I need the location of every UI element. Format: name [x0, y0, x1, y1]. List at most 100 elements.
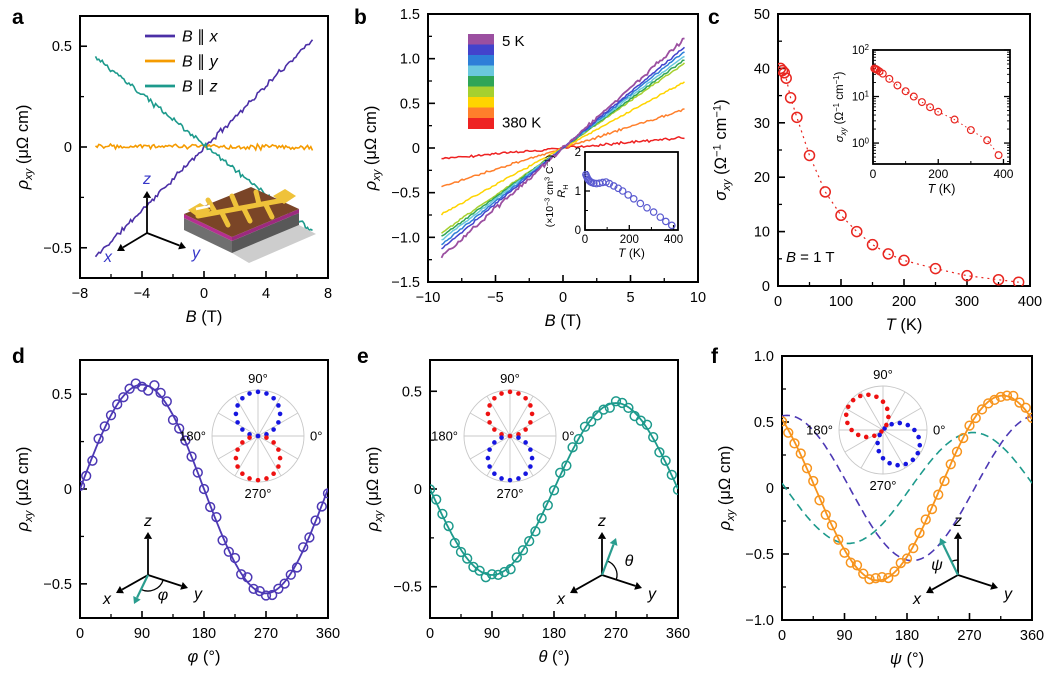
inset-x-tick: 400 — [993, 167, 1013, 181]
panel-b-axes: −10 −5 0 5 10−1.5−1.0−0.500.51.01.5B (T)ρxy … — [362, 7, 706, 330]
polar-dot — [507, 389, 513, 395]
polar-dot — [863, 434, 869, 440]
polar-dot — [887, 460, 892, 466]
polar-dot — [255, 389, 261, 395]
x-tick-label: −10 — [416, 290, 441, 306]
legend-label: B ∥ z — [182, 79, 218, 96]
axis-arrow-y — [146, 232, 186, 250]
polar-dot — [240, 396, 245, 401]
inset-data-points — [870, 64, 1003, 160]
polar-label-90: 90° — [248, 371, 268, 386]
coordinate-axes-inset: z x yθ — [556, 513, 657, 608]
angle-label: θ — [625, 553, 634, 570]
x-axis-title: θ (°) — [538, 648, 569, 666]
inset-y-tick: 2 — [575, 147, 581, 159]
axis-label-y: y — [647, 586, 657, 603]
data-theta-circles — [430, 396, 678, 583]
polar-dot — [872, 433, 877, 439]
axis-arrow-x — [570, 574, 603, 594]
coordinate-axes-inset: z x y — [103, 171, 201, 266]
polar-dot — [523, 427, 528, 432]
polar-dot — [866, 392, 871, 398]
polar-dot — [523, 396, 528, 401]
polar-dot — [277, 455, 283, 461]
panel-f-series — [782, 390, 1032, 585]
y-tick-label: 0 — [762, 279, 770, 295]
fit-sin-theta — [430, 402, 678, 576]
x-tick-label: 360 — [666, 626, 690, 642]
x-tick-label: 0 — [426, 626, 434, 642]
gold-pad — [273, 189, 296, 204]
x-axis-title: B (T) — [186, 308, 223, 326]
y-tick-label: 0 — [412, 141, 420, 157]
colorbar-segment — [468, 107, 494, 119]
polar-label-270: 270° — [497, 486, 524, 501]
x-tick-label: 0 — [76, 626, 84, 642]
polar-dot — [235, 464, 240, 469]
inset-x-tick: 200 — [928, 167, 948, 181]
polar-dot — [264, 476, 269, 481]
device-face — [184, 187, 299, 237]
colorbar-top-label: 5 K — [502, 33, 525, 50]
inset-x-title: T (K) — [928, 182, 956, 196]
colorbar-segment — [468, 34, 494, 45]
colorbar-segment — [468, 76, 494, 87]
x-tick-label: 8 — [324, 286, 332, 302]
polar-dot — [247, 476, 252, 481]
polar-dot — [880, 399, 886, 405]
y-tick-label: 30 — [754, 116, 770, 132]
polar-dot — [876, 448, 882, 454]
x-tick-label: −8 — [72, 286, 89, 302]
polar-dot — [240, 471, 245, 476]
panel-label-d: d — [12, 345, 25, 368]
axis-label-y: y — [193, 586, 203, 603]
colorbar-segment — [468, 118, 494, 129]
y-tick-label: −0.5 — [391, 186, 420, 202]
polar-dot — [528, 420, 533, 425]
inset-data-points — [582, 170, 676, 230]
panel-label-c: c — [708, 6, 720, 29]
polar-label-180: 180° — [179, 429, 206, 444]
device-face — [232, 213, 299, 253]
polar-inset: 90° 0° 180° 270° — [179, 371, 322, 501]
gold-electrode — [229, 193, 240, 211]
polar-dot — [516, 432, 521, 437]
x-tick-label: 180 — [895, 628, 919, 644]
polar-dot — [264, 391, 269, 396]
axis-arrow-y — [147, 574, 188, 590]
polar-dot — [485, 455, 491, 461]
x-tick-label: −4 — [134, 286, 151, 302]
x-tick-label: 270 — [604, 626, 628, 642]
polar-inset: 90° 0° 180° 270° — [431, 371, 574, 501]
y-tick-label: 0 — [766, 481, 774, 497]
polar-dot — [855, 432, 861, 438]
polar-dot — [277, 411, 283, 417]
polar-dot — [240, 427, 245, 432]
colorbar-segment — [468, 55, 494, 66]
polar-dot — [247, 432, 252, 437]
device-face — [232, 209, 299, 241]
colorbar-bottom-label: 380 K — [502, 115, 541, 132]
polar-dot — [264, 435, 269, 440]
polar-dot — [905, 422, 911, 428]
inset-y-tick: 0 — [575, 225, 581, 237]
y-axis-title: ρxy (μΩ cm) — [362, 106, 383, 192]
axis-arrow-x — [926, 574, 959, 594]
x-tick-label: 90 — [836, 628, 852, 644]
panel-label-f: f — [711, 345, 718, 368]
polar-dot — [897, 420, 903, 426]
polar-label-0: 0° — [562, 429, 574, 444]
y-tick-label: −1.0 — [745, 613, 774, 629]
polar-dot — [276, 403, 281, 408]
panel-d-chart: 0 90 180 270 360−0.500.5φ (°)ρxy (μΩ cm)90°0… — [14, 359, 340, 666]
polar-dot — [271, 471, 276, 476]
y-tick-label: −1.0 — [391, 230, 420, 246]
polar-dot — [276, 420, 281, 425]
legend-label: B ∥ y — [182, 54, 219, 71]
y-tick-label: 1.0 — [400, 52, 420, 68]
polar-dot — [912, 427, 917, 433]
panel-label-b: b — [354, 6, 367, 29]
axis-arrow-z — [953, 532, 963, 575]
gold-electrode — [263, 202, 275, 220]
